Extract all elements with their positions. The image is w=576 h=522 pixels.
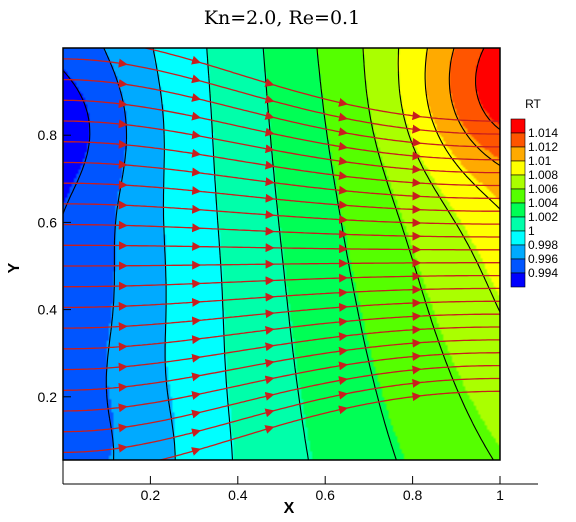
legend-label-9: 0.996 — [528, 252, 558, 266]
chart-title: Kn=2.0, Re=0.1 — [204, 7, 360, 29]
streamline-arrow — [191, 74, 202, 84]
legend-swatch-1 — [510, 132, 526, 148]
streamline-6 — [63, 313, 500, 350]
legend-swatch-3 — [510, 160, 526, 176]
y-tick-label-2: 0.6 — [38, 214, 58, 230]
streamline-15 — [63, 161, 500, 200]
x-axis: 0.2 0.4 0.6 0.8 1 — [63, 476, 538, 503]
streamline-arrow — [264, 425, 275, 434]
x-tick-label-3: 0.8 — [403, 487, 423, 503]
streamline-2 — [63, 364, 500, 433]
streamline-arrow — [264, 408, 275, 418]
streamline-1 — [63, 377, 500, 454]
legend-label-10: 0.994 — [528, 266, 558, 280]
streamline-arrow — [191, 409, 202, 419]
legend-swatch-4 — [510, 174, 526, 190]
legend-label-4: 1.006 — [528, 182, 558, 196]
legend-swatch-8 — [510, 230, 526, 246]
streamline-arrow — [338, 405, 348, 415]
legend-label-2: 1.01 — [528, 154, 552, 168]
legend-swatch-0 — [510, 118, 526, 134]
legend-swatch-10 — [510, 258, 526, 274]
legend-swatch-6 — [510, 202, 526, 218]
legend-title: RT — [525, 97, 541, 111]
y-tick-label-0: 0.2 — [38, 389, 58, 405]
legend-labels: 1.0141.0121.011.0081.0061.0041.00210.998… — [528, 126, 558, 280]
legend-label-8: 0.998 — [528, 238, 558, 252]
legend-swatch-2 — [510, 146, 526, 162]
streamline-arrow — [121, 468, 124, 469]
contour-lines — [63, 48, 500, 460]
x-tick-label-0: 0.2 — [141, 487, 161, 503]
streamline-12 — [63, 223, 500, 238]
x-tick-label-4: 1 — [496, 487, 504, 503]
legend-swatch-5 — [510, 188, 526, 204]
legend-label-0: 1.014 — [528, 126, 558, 140]
x-tick-label-1: 0.4 — [228, 487, 248, 503]
streamline-8 — [63, 287, 500, 309]
streamline-arrow — [191, 372, 202, 382]
x-axis-label: X — [284, 500, 295, 517]
streamline-20 — [63, 58, 500, 135]
streamline-arrow — [338, 376, 349, 385]
streamline-arrow — [338, 98, 348, 107]
streamline-14 — [63, 182, 500, 212]
streamline-arrow — [191, 93, 202, 102]
legend-swatch-7 — [510, 216, 526, 232]
legend-swatch-11 — [510, 272, 526, 288]
legend-label-1: 1.012 — [528, 140, 558, 154]
streamline-arrow — [264, 78, 275, 87]
legend-label-7: 1 — [528, 224, 535, 238]
streamline-arrow — [191, 391, 202, 400]
y-axis: 0.2 0.4 0.6 0.8 — [38, 48, 71, 484]
plot-area — [63, 48, 500, 469]
streamline-17 — [63, 120, 500, 174]
streamline-arrow — [191, 55, 202, 65]
streamline-arrow — [338, 390, 349, 400]
streamline-arrow — [264, 375, 275, 385]
contour-line-2 — [152, 48, 176, 460]
streamline-arrow — [191, 428, 202, 438]
streamline-arrow — [264, 111, 275, 120]
streamline-arrow — [264, 391, 275, 401]
streamline-4 — [63, 339, 500, 391]
streamline-arrow — [191, 447, 202, 456]
streamline-arrow — [264, 358, 275, 368]
legend-swatch-9 — [510, 244, 526, 260]
streamline-9 — [63, 274, 500, 288]
y-tick-label-1: 0.4 — [38, 302, 58, 318]
contour-line-8 — [424, 48, 500, 210]
streamline-16 — [63, 141, 500, 187]
x-tick-label-2: 0.6 — [315, 487, 335, 503]
streamline-21 — [142, 48, 500, 122]
streamline-arrow — [264, 127, 275, 137]
streamline-arrow — [338, 141, 349, 151]
streamline-0 — [157, 390, 500, 460]
streamline-arrow — [264, 94, 275, 104]
legend: RT 1.0141.0121.011.0081.0061.0041.00210.… — [510, 97, 558, 288]
contour-line-5 — [316, 48, 397, 460]
streamline-5 — [63, 326, 500, 371]
y-axis-label: Y — [6, 262, 23, 273]
streamline-18 — [63, 99, 500, 161]
streamline-7 — [63, 300, 500, 329]
streamline-arrow — [338, 127, 349, 137]
legend-label-3: 1.008 — [528, 168, 558, 182]
streamline-3 — [63, 352, 500, 412]
streamlines — [63, 48, 500, 469]
legend-label-5: 1.004 — [528, 196, 558, 210]
streamline-19 — [63, 78, 500, 148]
streamline-13 — [63, 203, 500, 225]
legend-label-6: 1.002 — [528, 210, 558, 224]
streamline-10 — [63, 262, 500, 267]
y-tick-label-3: 0.8 — [38, 127, 58, 143]
streamline-arrow — [338, 112, 348, 122]
streamline-11 — [63, 244, 500, 251]
legend-swatches — [510, 118, 526, 288]
streamline-arrow — [191, 111, 202, 121]
